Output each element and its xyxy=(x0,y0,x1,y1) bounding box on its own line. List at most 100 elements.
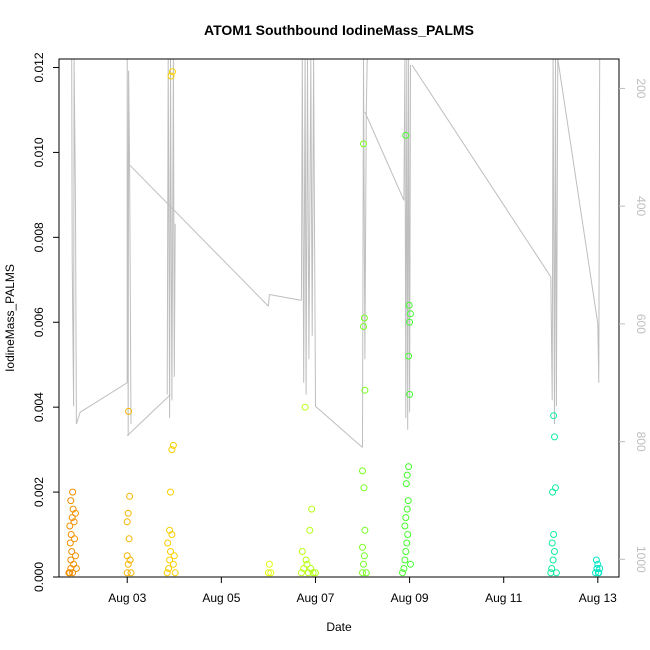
data-point xyxy=(592,569,599,577)
plot-frame xyxy=(58,58,620,578)
data-point xyxy=(170,552,178,560)
data-point xyxy=(593,565,601,572)
data-point xyxy=(402,514,410,522)
data-point xyxy=(167,72,175,80)
data-point xyxy=(405,463,413,471)
data-point xyxy=(359,569,366,577)
profile-burst xyxy=(362,59,368,448)
data-point xyxy=(405,352,413,360)
data-point xyxy=(164,539,172,547)
data-point xyxy=(548,565,556,572)
data-point xyxy=(167,548,174,555)
data-point xyxy=(166,526,174,534)
data-point xyxy=(125,407,133,415)
data-point xyxy=(361,526,369,534)
data-point xyxy=(72,565,80,572)
data-point xyxy=(126,492,134,500)
data-point xyxy=(549,556,557,564)
data-point xyxy=(69,488,77,496)
data-point xyxy=(166,556,174,564)
data-point xyxy=(360,484,368,492)
data-point xyxy=(125,535,133,543)
data-point xyxy=(68,548,76,555)
data-point xyxy=(267,569,275,577)
data-point xyxy=(165,565,173,572)
y2-tick-label: 800 xyxy=(634,432,648,452)
data-point xyxy=(300,565,308,572)
data-point xyxy=(551,548,558,555)
y2-tick-label: 1000 xyxy=(634,546,648,573)
data-point xyxy=(407,310,414,318)
data-point xyxy=(306,526,314,534)
data-point xyxy=(72,509,79,517)
data-point xyxy=(360,323,367,330)
data-point xyxy=(360,552,368,560)
data-point xyxy=(69,569,77,577)
x-tick-label: Aug 05 xyxy=(202,591,240,605)
profile-burst xyxy=(550,59,559,425)
data-point xyxy=(171,569,179,577)
data-point xyxy=(406,318,414,326)
data-point xyxy=(168,531,176,538)
data-point xyxy=(169,441,177,449)
profile-link xyxy=(79,382,128,413)
data-point xyxy=(168,68,176,76)
data-point xyxy=(403,505,411,513)
data-point xyxy=(402,131,410,139)
data-point xyxy=(361,386,369,394)
profile-burst xyxy=(267,294,270,307)
profile-burst xyxy=(403,59,411,430)
data-point xyxy=(551,433,558,441)
x-axis-label: Date xyxy=(326,620,352,634)
y-tick-label: 0.006 xyxy=(32,307,46,337)
data-point xyxy=(70,560,78,568)
data-point xyxy=(72,552,79,560)
y2-tick-label: 600 xyxy=(634,314,648,334)
data-point xyxy=(550,412,558,420)
data-point xyxy=(123,552,131,560)
data-point xyxy=(264,569,272,577)
data-point xyxy=(167,488,174,496)
data-point xyxy=(163,569,171,577)
x-tick-label: Aug 03 xyxy=(108,591,146,605)
profile-burst xyxy=(71,59,81,425)
data-point xyxy=(401,522,409,530)
points-layer xyxy=(65,68,604,577)
profile-link xyxy=(129,164,269,307)
data-point xyxy=(552,569,560,577)
profile-burst xyxy=(166,59,176,419)
data-point xyxy=(402,480,410,488)
data-point xyxy=(123,569,131,577)
data-point xyxy=(548,539,556,547)
data-point xyxy=(404,531,412,538)
y-tick-label: 0.002 xyxy=(32,477,46,507)
data-point xyxy=(308,505,316,513)
profile-burst xyxy=(597,59,601,383)
data-point xyxy=(302,556,310,564)
chart-title: ATOM1 Southbound IodineMass_PALMS xyxy=(204,22,474,38)
data-point xyxy=(596,565,604,572)
data-point xyxy=(594,560,602,568)
profile-burst xyxy=(126,59,132,436)
data-point xyxy=(400,565,408,572)
data-point xyxy=(405,301,413,309)
data-point xyxy=(67,497,75,505)
data-point xyxy=(126,556,134,564)
x-tick-label: Aug 13 xyxy=(579,591,617,605)
data-point xyxy=(301,403,309,411)
data-point xyxy=(71,535,78,543)
y2-tick-label: 400 xyxy=(634,196,648,216)
data-point xyxy=(68,514,76,522)
y-tick-label: 0.004 xyxy=(32,392,46,422)
data-point xyxy=(360,560,367,568)
x-tick-label: Aug 11 xyxy=(485,591,522,605)
data-point xyxy=(550,531,558,538)
y2-tick-label: 200 xyxy=(634,78,648,98)
data-point xyxy=(360,140,367,148)
data-point xyxy=(70,518,78,526)
data-point xyxy=(265,560,273,568)
data-point xyxy=(594,569,602,577)
y-axis-label: IodineMass_PALMS xyxy=(3,264,17,372)
